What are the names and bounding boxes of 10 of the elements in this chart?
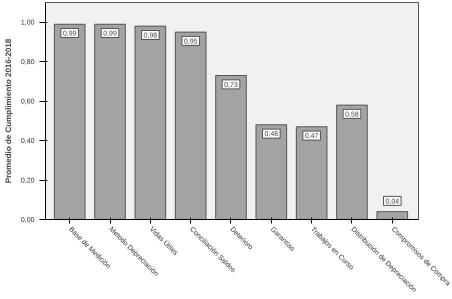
bar — [174, 32, 206, 220]
bar — [255, 124, 288, 220]
bar — [54, 24, 86, 220]
bar — [296, 126, 328, 220]
bar — [336, 104, 368, 220]
y-axis-title: Promedio de Cumplimiento 2016-2018 — [4, 38, 13, 184]
bar — [215, 74, 247, 220]
bar — [94, 24, 126, 220]
bar — [134, 26, 166, 220]
bar — [376, 211, 408, 220]
